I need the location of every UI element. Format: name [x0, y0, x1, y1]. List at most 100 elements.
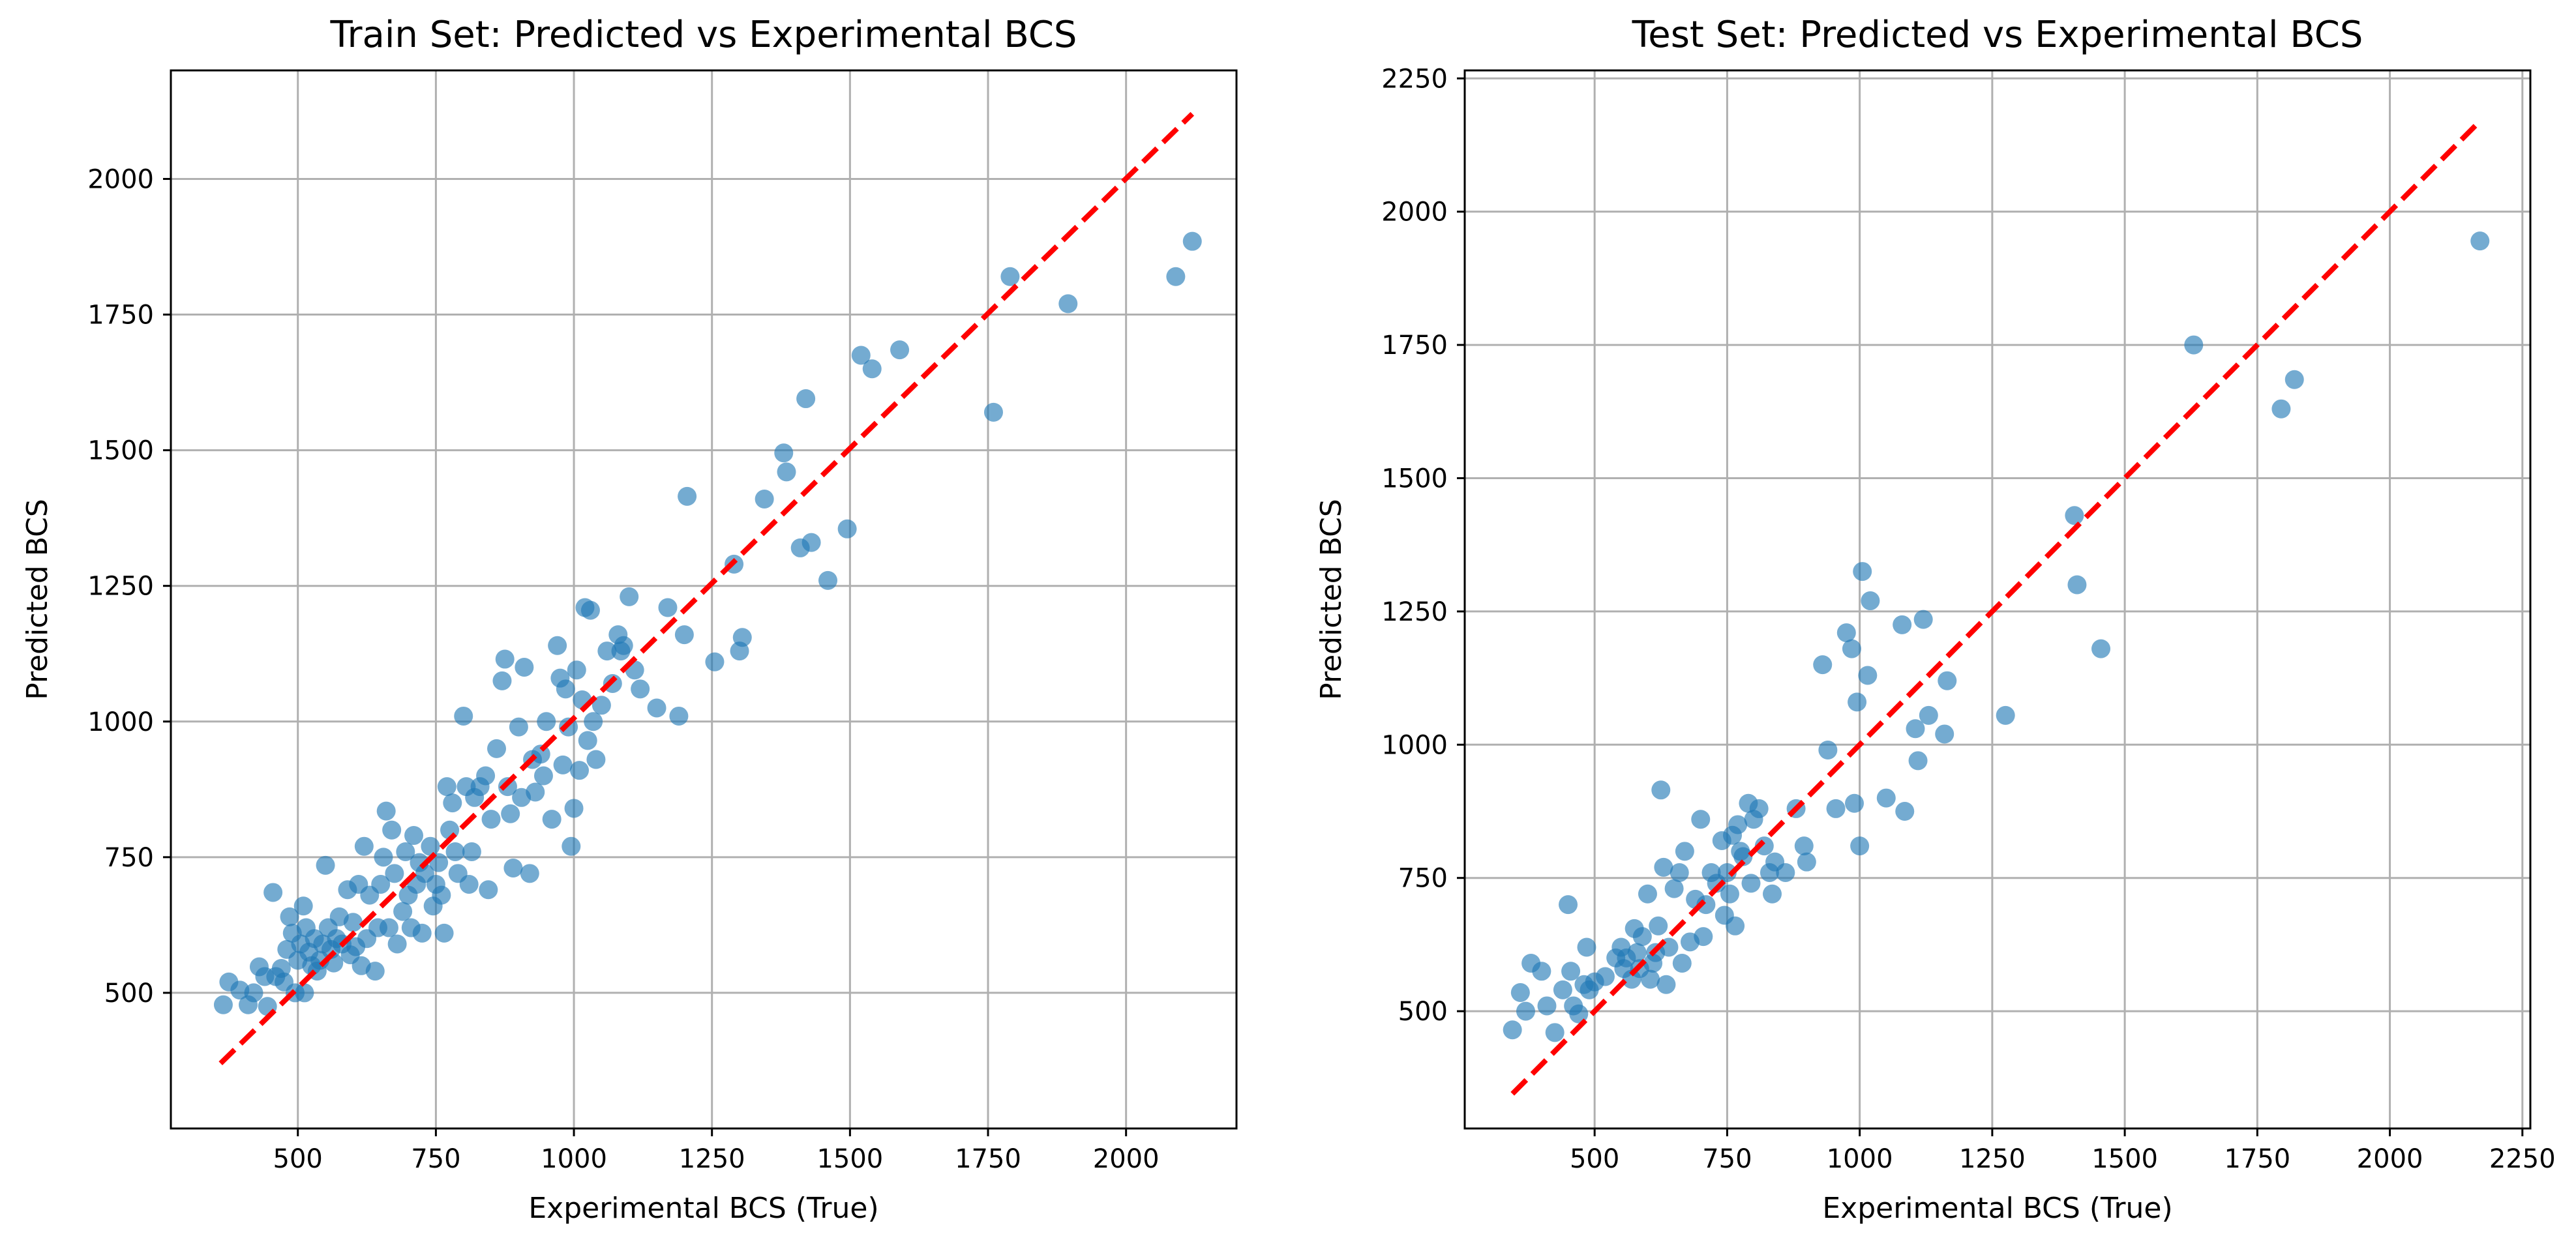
train-data-point — [669, 706, 689, 726]
train-chart-title: Train Set: Predicted vs Experimental BCS — [330, 14, 1077, 56]
test-y-tick-label: 750 — [1398, 864, 1448, 894]
test-data-point — [1559, 895, 1578, 915]
test-data-point — [1503, 1020, 1522, 1040]
train-data-point — [412, 923, 432, 943]
train-data-point — [385, 864, 404, 883]
train-y-axis-label: Predicted BCS — [21, 499, 54, 700]
train-data-point — [374, 847, 393, 867]
test-data-point — [1763, 884, 1782, 904]
test-data-point — [1826, 799, 1846, 818]
train-data-point — [316, 855, 335, 875]
train-data-point — [586, 750, 606, 769]
train-data-point — [537, 712, 556, 731]
train-data-point — [213, 995, 233, 1014]
train-data-point — [1166, 267, 1186, 286]
test-data-point — [1717, 863, 1737, 883]
train-y-tick-label: 1750 — [87, 301, 154, 331]
train-x-tick-label: 2000 — [1093, 1144, 1160, 1174]
train-x-tick-label: 500 — [273, 1144, 323, 1174]
test-data-point — [1694, 927, 1713, 947]
test-data-point — [1813, 655, 1833, 675]
test-data-point — [1651, 780, 1671, 800]
train-data-point — [396, 842, 415, 862]
train-data-point — [492, 671, 512, 690]
train-data-point — [476, 766, 496, 786]
test-data-point — [2271, 399, 2291, 419]
test-chart: 500 750 1000 1250 1500 1750 2000 2250 500 750 1000… — [1315, 14, 2556, 1225]
test-data-point — [1848, 692, 1867, 712]
test-x-tick-label: 500 — [1570, 1144, 1619, 1174]
train-y-tick-label: 2000 — [87, 164, 154, 194]
test-data-point — [2184, 335, 2204, 355]
test-data-point — [1842, 639, 1861, 658]
train-data-point — [614, 636, 633, 655]
test-data-point — [2065, 506, 2084, 525]
train-data-point — [556, 679, 575, 699]
train-reference-line — [218, 111, 1195, 1065]
train-data-point — [454, 706, 473, 726]
test-x-tick-label: 1750 — [2224, 1144, 2290, 1174]
test-data-point — [2470, 231, 2490, 251]
test-data-point — [1741, 874, 1761, 893]
test-data-point — [1627, 943, 1647, 962]
test-x-tick-label: 1500 — [2091, 1144, 2158, 1174]
test-x-tick-label: 750 — [1702, 1144, 1752, 1174]
test-data-point — [1664, 879, 1684, 898]
test-data-point — [1794, 836, 1814, 856]
train-data-point — [432, 885, 451, 905]
train-data-point — [244, 983, 263, 1003]
train-data-point — [263, 883, 283, 902]
test-data-point — [1577, 937, 1596, 957]
train-data-point — [548, 636, 567, 655]
train-data-point — [890, 340, 910, 360]
train-x-tick-label: 1750 — [955, 1144, 1021, 1174]
test-data-point — [1595, 967, 1615, 986]
test-data-point — [1836, 623, 1856, 643]
test-data-point — [1728, 815, 1748, 834]
test-data-point — [1545, 1023, 1565, 1042]
test-x-tick-label: 1000 — [1827, 1144, 1893, 1174]
train-data-point — [553, 755, 573, 774]
train-x-tick-label: 1500 — [816, 1144, 883, 1174]
test-chart-title: Test Set: Predicted vs Experimental BCS — [1632, 14, 2363, 56]
train-data-point — [379, 918, 398, 937]
train-data-point — [293, 896, 313, 916]
train-data-point — [487, 739, 507, 758]
train-data-point — [647, 698, 666, 718]
train-data-point — [421, 836, 440, 856]
test-data-point — [1749, 799, 1769, 818]
test-data-point — [1537, 996, 1557, 1016]
train-data-point — [503, 858, 523, 877]
test-data-point — [1638, 884, 1657, 904]
train-data-point — [533, 766, 553, 786]
train-data-point — [526, 782, 545, 802]
train-x-tick-label: 750 — [411, 1144, 460, 1174]
test-data-point — [1532, 962, 1551, 981]
train-y-tick-label: 750 — [104, 843, 154, 873]
train-axes-frame — [170, 69, 1238, 1130]
train-data-point — [343, 913, 363, 932]
test-data-point — [1632, 927, 1652, 947]
test-y-axis-label: Predicted BCS — [1315, 499, 1348, 700]
train-data-point — [542, 810, 562, 829]
test-data-point — [1654, 857, 1673, 877]
test-data-point — [1935, 724, 1954, 744]
train-data-point — [564, 799, 584, 818]
test-data-point — [1553, 980, 1572, 999]
train-y-tick-label: 1500 — [87, 436, 154, 466]
test-data-point — [1656, 975, 1676, 994]
test-data-point — [1850, 836, 1870, 856]
test-data-point — [1858, 666, 1878, 685]
train-data-point — [382, 820, 402, 840]
train-data-point — [796, 389, 816, 409]
test-data-point — [2091, 639, 2111, 658]
test-reference-line — [1510, 119, 2482, 1096]
test-data-point — [1696, 895, 1716, 915]
train-data-point — [567, 660, 586, 680]
train-x-tick-label: 1000 — [541, 1144, 607, 1174]
train-data-point — [479, 880, 498, 900]
train-data-point — [584, 712, 603, 731]
train-data-point — [658, 598, 678, 617]
test-data-point — [2284, 370, 2304, 389]
test-data-point — [1906, 719, 1925, 739]
